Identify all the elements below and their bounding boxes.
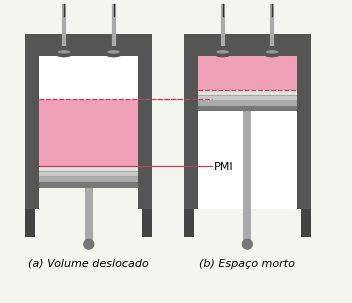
Bar [301, 209, 311, 237]
Bar [243, 112, 251, 244]
Bar [25, 56, 39, 209]
Ellipse shape [214, 50, 232, 57]
Bar [39, 99, 138, 166]
Bar [39, 172, 138, 176]
Circle shape [243, 239, 252, 249]
Bar [184, 34, 311, 56]
Bar [25, 34, 152, 56]
Circle shape [84, 239, 94, 249]
Bar [39, 56, 138, 99]
Ellipse shape [216, 50, 229, 54]
Bar [39, 182, 138, 188]
Bar [85, 188, 93, 244]
Bar [184, 56, 198, 209]
Ellipse shape [266, 50, 278, 54]
Text: PMS: PMS [214, 95, 237, 105]
Ellipse shape [58, 50, 70, 54]
Bar [39, 166, 138, 171]
Ellipse shape [107, 50, 120, 54]
Ellipse shape [55, 50, 73, 57]
Bar [198, 56, 297, 90]
Bar [198, 96, 297, 100]
Bar [198, 112, 297, 209]
Bar [138, 56, 152, 209]
Text: (b) Espaço morto: (b) Espaço morto [199, 259, 295, 269]
Bar [25, 209, 35, 237]
Ellipse shape [105, 50, 122, 57]
Bar [198, 105, 297, 112]
Bar [198, 90, 297, 112]
Bar [39, 166, 138, 188]
Bar [198, 90, 297, 95]
Text: (a) Volume deslocado: (a) Volume deslocado [29, 259, 149, 269]
Bar [297, 56, 311, 209]
Bar [184, 209, 194, 237]
Bar [142, 209, 152, 237]
Text: PMI: PMI [214, 162, 233, 172]
Ellipse shape [263, 50, 281, 57]
